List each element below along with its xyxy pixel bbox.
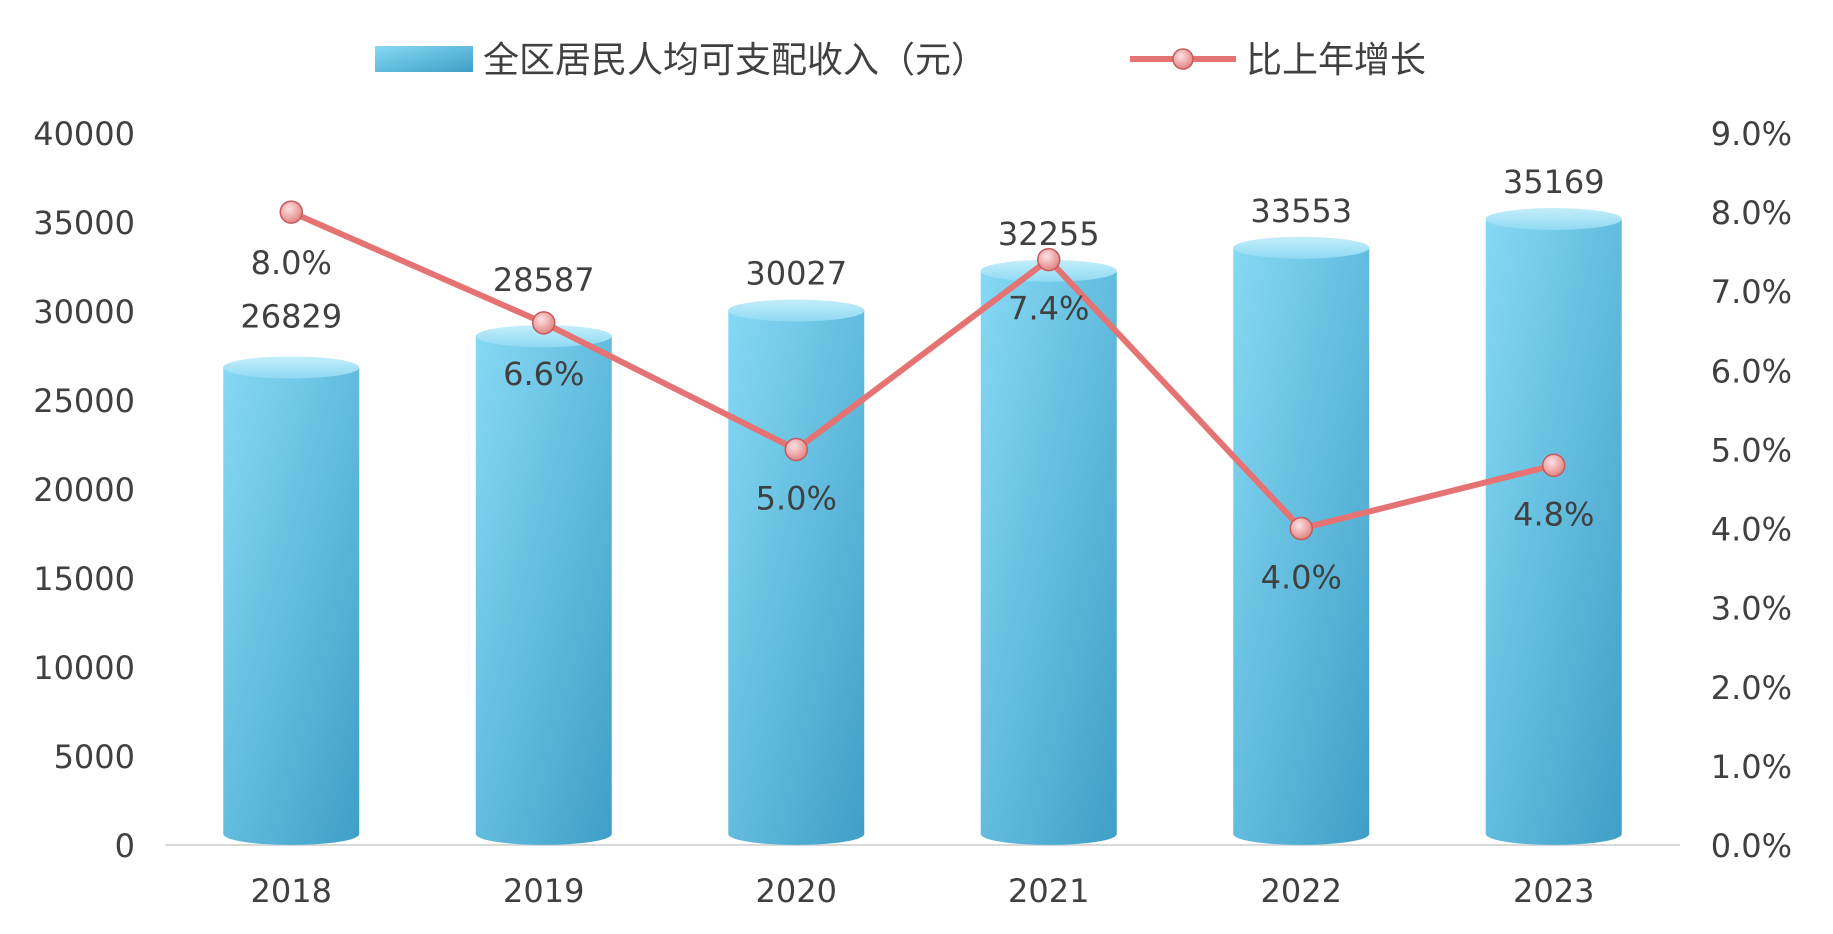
bar-value-label: 32255: [998, 215, 1100, 253]
left-tick-label: 10000: [33, 649, 135, 687]
bar-value-label: 33553: [1250, 192, 1352, 230]
data-labels: 26829 28587 30027 32255 33553 35169 8.0% 6.6% 5.…: [240, 163, 1604, 597]
right-y-axis: 0.0% 1.0% 2.0% 3.0% 4.0% 5.0% 6.0% 7.0% 8.0% 9.0%: [1711, 115, 1792, 865]
left-tick-label: 35000: [33, 204, 135, 242]
right-tick-label: 8.0%: [1711, 194, 1792, 232]
x-tick-label: 2023: [1513, 872, 1594, 910]
right-tick-label: 0.0%: [1711, 827, 1792, 865]
line-value-label: 6.6%: [503, 355, 584, 393]
left-tick-label: 20000: [33, 471, 135, 509]
bar-value-label: 30027: [745, 255, 847, 293]
line-point: [532, 311, 556, 335]
legend-line-marker: [1172, 48, 1194, 70]
line-value-label: 4.8%: [1513, 495, 1594, 533]
right-tick-label: 1.0%: [1711, 748, 1792, 786]
bar: [1233, 236, 1370, 846]
bar: [475, 325, 612, 845]
left-tick-label: 0: [115, 827, 135, 865]
x-axis: 2018 2019 2020 2021 2022 2023: [165, 844, 1680, 910]
legend: 全区居民人均可支配收入（元） 比上年增长: [375, 40, 1426, 81]
legend-bar-label: 全区居民人均可支配收入（元）: [483, 40, 987, 81]
left-tick-label: 5000: [54, 738, 135, 776]
bar-body: [1233, 247, 1370, 846]
line-value-label: 5.0%: [756, 479, 837, 517]
left-y-axis: 0 5000 10000 15000 20000 25000 30000 35000 40000: [33, 115, 135, 865]
right-tick-label: 7.0%: [1711, 273, 1792, 311]
bar-body: [223, 367, 360, 845]
right-tick-label: 4.0%: [1711, 511, 1792, 549]
x-tick-label: 2022: [1261, 872, 1342, 910]
right-tick-label: 5.0%: [1711, 431, 1792, 469]
x-tick-label: 2019: [503, 872, 584, 910]
line-point: [1542, 453, 1566, 478]
x-tick-label: 2020: [756, 872, 837, 910]
line-value-label: 8.0%: [251, 244, 332, 282]
right-tick-label: 6.0%: [1711, 352, 1792, 390]
right-tick-label: 2.0%: [1711, 669, 1792, 707]
line-value-label: 7.4%: [1008, 290, 1089, 328]
bar-cap: [728, 299, 865, 322]
line-value-label: 4.0%: [1261, 559, 1342, 597]
bar-cap: [1233, 236, 1370, 259]
left-tick-label: 15000: [33, 560, 135, 598]
legend-bar-swatch: [375, 46, 473, 72]
right-tick-label: 9.0%: [1711, 115, 1792, 153]
bar: [1485, 207, 1622, 845]
bar: [728, 299, 865, 845]
bar-cap: [1485, 207, 1622, 230]
bar-series: [223, 207, 1622, 846]
line-point: [1289, 516, 1313, 541]
line-point: [784, 437, 808, 462]
bar: [980, 259, 1117, 846]
growth-line: [290, 209, 1555, 532]
left-tick-label: 40000: [33, 115, 135, 153]
line-point: [279, 200, 303, 224]
bar: [223, 356, 360, 845]
bar-cap: [223, 356, 360, 379]
left-tick-label: 25000: [33, 382, 135, 420]
line-point: [1037, 247, 1061, 272]
bar-body: [728, 310, 865, 845]
bar-value-label: 35169: [1503, 163, 1605, 201]
legend-line-label: 比上年增长: [1246, 40, 1426, 81]
left-tick-label: 30000: [33, 293, 135, 331]
line-series: [279, 200, 1566, 541]
bar-body: [475, 336, 612, 845]
x-tick-label: 2021: [1008, 872, 1089, 910]
bar-body: [1485, 218, 1622, 845]
bar-body: [980, 270, 1117, 846]
right-tick-label: 3.0%: [1711, 590, 1792, 628]
x-tick-label: 2018: [251, 872, 332, 910]
bar-value-label: 28587: [493, 261, 595, 299]
bar-value-label: 26829: [240, 297, 342, 335]
